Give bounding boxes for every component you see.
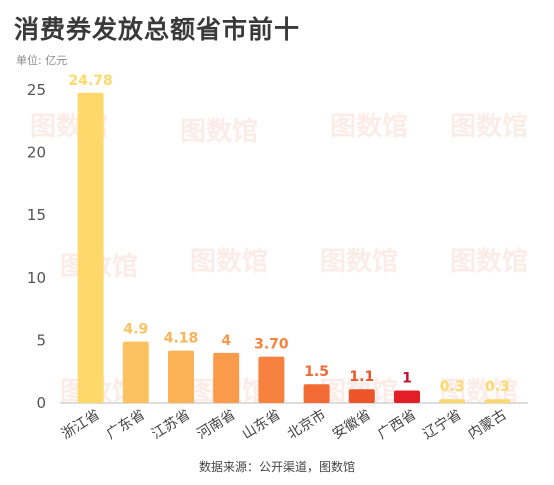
y-tick-label: 0 — [36, 394, 46, 412]
watermark-text: 图数馆 — [330, 111, 408, 142]
data-label-5: 3.70 — [254, 337, 289, 353]
category-label-4: 河南省 — [194, 407, 238, 443]
category-label-9: 辽宁省 — [420, 406, 465, 443]
data-label-10: 0.3 — [485, 379, 510, 395]
watermark-text: 图数馆 — [180, 116, 258, 147]
data-label-6: 1.5 — [304, 364, 329, 380]
category-label-5: 山东省 — [239, 407, 283, 443]
bar-6 — [303, 384, 330, 403]
bar-1 — [77, 92, 104, 404]
data-label-7: 1.1 — [349, 369, 374, 385]
bar-7 — [348, 389, 375, 403]
bar-4 — [213, 352, 240, 403]
category-label-1: 浙江省 — [59, 407, 103, 443]
watermark-text: 图数馆 — [190, 246, 268, 277]
source-note: 数据来源：公开渠道，图数馆 — [198, 460, 355, 474]
unit-label: 单位: 亿元 — [16, 54, 68, 67]
bar-10 — [484, 399, 511, 403]
data-label-1: 24.78 — [68, 73, 112, 89]
watermark-text: 图数馆 — [450, 111, 528, 142]
y-tick-label: 15 — [27, 206, 46, 224]
category-label-6: 北京市 — [284, 406, 329, 443]
category-label-7: 安徽省 — [330, 407, 374, 443]
watermark-layer: 图数馆图数馆图数馆图数馆图数馆图数馆图数馆图数馆图数馆图数馆图数馆图数馆 — [30, 111, 528, 407]
bar-3 — [168, 350, 194, 403]
data-labels-group: 24.78 4.9 4.18 4 3.70 1.5 1.1 1 0.3 0.3 — [68, 73, 509, 395]
bars-group — [77, 92, 511, 404]
watermark-text: 图数馆 — [450, 246, 528, 277]
chart-title: 消费券发放总额省市前十 — [14, 15, 301, 44]
bar-8 — [394, 390, 420, 403]
category-labels-group: 浙江省 广东省 江苏省 河南省 山东省 北京市 安徽省 广西省 辽宁省 内蒙古 — [59, 406, 510, 443]
data-label-2: 4.9 — [123, 322, 148, 338]
data-label-9: 0.3 — [440, 379, 465, 395]
category-label-10: 内蒙古 — [465, 407, 509, 443]
data-label-4: 4 — [221, 333, 231, 349]
bar-2 — [122, 341, 149, 403]
category-label-8: 广西省 — [375, 407, 419, 443]
y-tick-label: 5 — [36, 331, 46, 349]
y-tick-label: 20 — [27, 144, 46, 162]
category-label-2: 广东省 — [104, 407, 148, 443]
data-label-3: 4.18 — [164, 331, 199, 347]
watermark-text: 图数馆 — [320, 246, 398, 277]
category-label-3: 江苏省 — [149, 407, 193, 443]
bar-9 — [439, 399, 466, 403]
y-tick-label: 10 — [27, 269, 46, 287]
data-label-8: 1 — [402, 370, 412, 386]
bar-5 — [258, 356, 285, 403]
y-tick-label: 25 — [27, 81, 46, 99]
